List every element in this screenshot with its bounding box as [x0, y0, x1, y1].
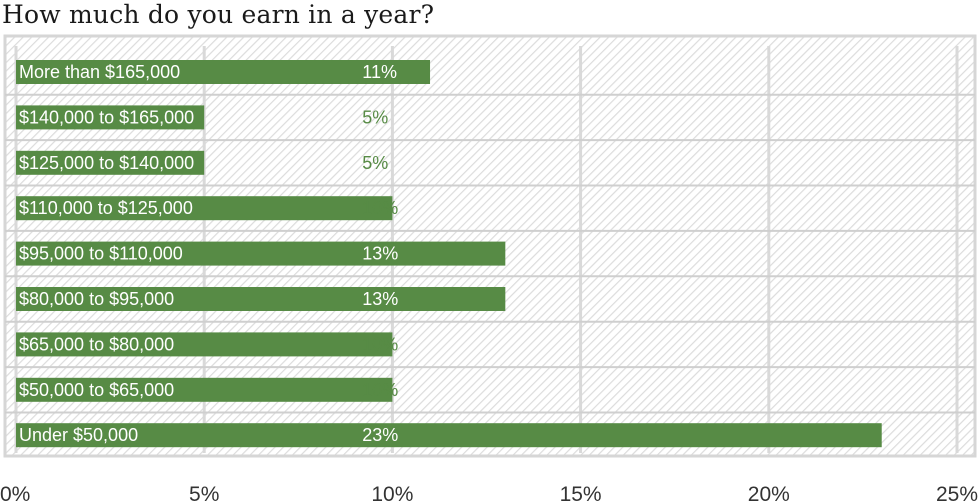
category-label: $80,000 to $95,000: [19, 289, 174, 309]
tick-label: 20%: [748, 483, 790, 503]
category-label: $110,000 to $125,000: [19, 198, 193, 218]
tick-label: 10%: [371, 483, 413, 503]
value-label: 13%: [362, 289, 398, 309]
tick-label: 0%: [0, 483, 30, 503]
bar: [16, 287, 506, 311]
category-label: Under $50,000: [19, 425, 138, 445]
value-label: 10%: [362, 198, 398, 218]
bar: [16, 150, 205, 175]
category-label: $50,000 to $65,000: [19, 380, 174, 400]
bar: [16, 241, 506, 266]
category-label: $65,000 to $80,000: [19, 334, 174, 354]
category-label: $125,000 to $140,000: [19, 153, 194, 173]
bar: [16, 105, 205, 130]
bar: [16, 377, 393, 402]
bar: [16, 60, 431, 84]
value-label: 10%: [362, 380, 398, 400]
category-label: More than $165,000: [19, 62, 180, 82]
x-axis-ticks: 0% 5% 10% 15% 20% 25%: [0, 483, 978, 503]
category-label: $95,000 to $110,000: [19, 244, 183, 264]
tick-label: 5%: [189, 483, 219, 503]
chart-title: How much do you earn in a year?: [2, 0, 435, 29]
value-label: 5%: [362, 153, 388, 173]
bar: [16, 423, 882, 448]
category-label: $140,000 to $165,000: [19, 107, 194, 127]
tick-label: 15%: [560, 483, 602, 503]
value-label: 23%: [362, 425, 398, 445]
value-label: 10%: [362, 334, 398, 354]
bars: More than $165,000 11% $140,000 to $165,00…: [16, 60, 882, 448]
value-label: 11%: [362, 62, 397, 82]
row-separators: [5, 93, 975, 414]
value-label: 5%: [362, 107, 388, 127]
bar: [16, 332, 393, 357]
bar: [16, 196, 393, 221]
value-label: 13%: [362, 244, 398, 264]
tick-label: 25%: [936, 483, 978, 503]
